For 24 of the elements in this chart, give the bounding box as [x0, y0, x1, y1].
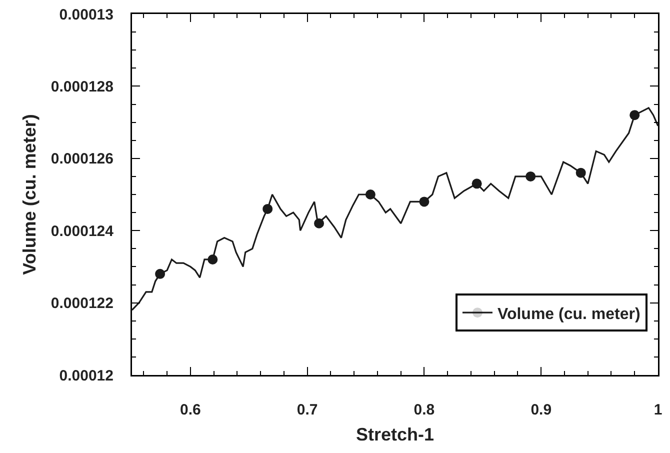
x-axis-title: Stretch-1 [356, 424, 434, 444]
point [262, 204, 273, 214]
legend-label: Volume (cu. meter) [497, 306, 640, 323]
y-tick-label: 0.00012 [59, 367, 114, 384]
x-tick-label: 0.6 [180, 402, 201, 418]
point [576, 168, 586, 178]
y-tick-label: 0.000124 [50, 222, 114, 240]
y-tick-label: 0.000122 [50, 295, 114, 312]
point [155, 268, 166, 279]
point [630, 110, 640, 120]
y-axis-title: Volume (cu. meter) [19, 114, 40, 275]
y-tick-label: 0.000128 [50, 78, 114, 96]
point [208, 254, 218, 264]
y-tick-label: 0.000126 [50, 150, 114, 168]
x-tick-label: 0.9 [530, 402, 552, 418]
x-tick-label: 0.8 [414, 402, 435, 418]
x-tick-label: 1 [654, 402, 662, 418]
point [526, 171, 536, 182]
y-tick-label: 0.00013 [59, 6, 114, 24]
point [314, 218, 324, 228]
point [365, 190, 376, 200]
point [472, 178, 482, 189]
x-tick-label: 0.7 [296, 402, 318, 418]
point [419, 196, 430, 207]
